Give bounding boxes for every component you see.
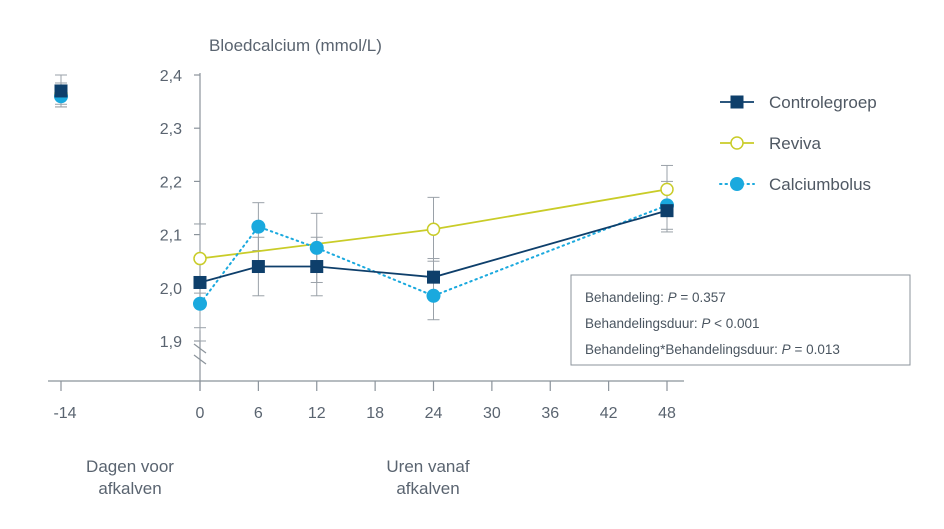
controlegroep-point-pre: [54, 84, 68, 98]
y-tick-label: 2,4: [160, 68, 182, 85]
series-markers: [54, 84, 674, 311]
x-label-pre: afkalven: [98, 479, 161, 498]
x-tick-label: 18: [366, 405, 384, 422]
reviva-point: [660, 182, 674, 197]
reviva-point: [193, 251, 207, 266]
x-tick-label: -14: [53, 405, 76, 422]
x-tick-label: 30: [483, 405, 501, 422]
calciumbolus-point: [251, 219, 266, 234]
controlegroep-point: [251, 260, 265, 274]
calciumbolus-point: [193, 296, 207, 311]
legend-label-controlegroep: Controlegroep: [769, 93, 877, 112]
y-tick-label: 2,2: [160, 174, 182, 191]
x-tick-label: 0: [196, 405, 205, 422]
x-tick-label: 36: [541, 405, 559, 422]
y-tick-label: 1,9: [160, 334, 182, 351]
y-tick-label: 2,0: [160, 281, 182, 298]
legend-label-calciumbolus: Calciumbolus: [769, 175, 871, 194]
x-tick-label: 6: [254, 405, 263, 422]
x-tick-label: 24: [425, 405, 443, 422]
x-tick-label: 12: [308, 405, 326, 422]
legend-label-reviva: Reviva: [769, 134, 822, 153]
controlegroep-point: [427, 270, 440, 284]
x-tick-label: 48: [658, 405, 676, 422]
stats-box-frame: [570, 274, 911, 366]
x-label-pre: Dagen voor: [86, 457, 174, 476]
y-tick-label: 2,1: [160, 228, 182, 245]
x-tick-label: 42: [600, 405, 618, 422]
stats-line: Behandeling*Behandelingsduur: P = 0.013: [585, 342, 840, 357]
axes: Bloedcalcium (mmol/L) 2,4 2,3 2,2 2,1 2,0 1,9 -…: [48, 36, 684, 498]
stats-line: Behandeling: P = 0.357: [585, 290, 726, 305]
controlegroep-point: [660, 204, 674, 218]
stats-line: Behandelingsduur: P < 0.001: [585, 316, 760, 331]
controlegroep-point: [310, 260, 324, 274]
calciumbolus-point: [426, 288, 441, 303]
x-label-post: Uren vanaf: [386, 457, 469, 476]
axis-break-mark: [193, 354, 207, 365]
controlegroep-point: [193, 275, 207, 289]
stats-box: Behandeling: P = 0.357 Behandelingsduur: …: [570, 274, 911, 366]
legend-marker-reviva: [730, 136, 744, 150]
y-tick-label: 2,3: [160, 121, 182, 138]
legend: Controlegroep Reviva Calciumbolus: [719, 93, 877, 194]
legend-marker-calciumbolus: [730, 177, 744, 191]
chart-title: Bloedcalcium (mmol/L): [209, 36, 382, 55]
axis-break-mark: [193, 343, 207, 354]
legend-marker-controlegroep: [730, 95, 744, 109]
x-label-post: afkalven: [396, 479, 459, 498]
reviva-point: [426, 222, 441, 237]
calciumbolus-point: [309, 240, 324, 255]
